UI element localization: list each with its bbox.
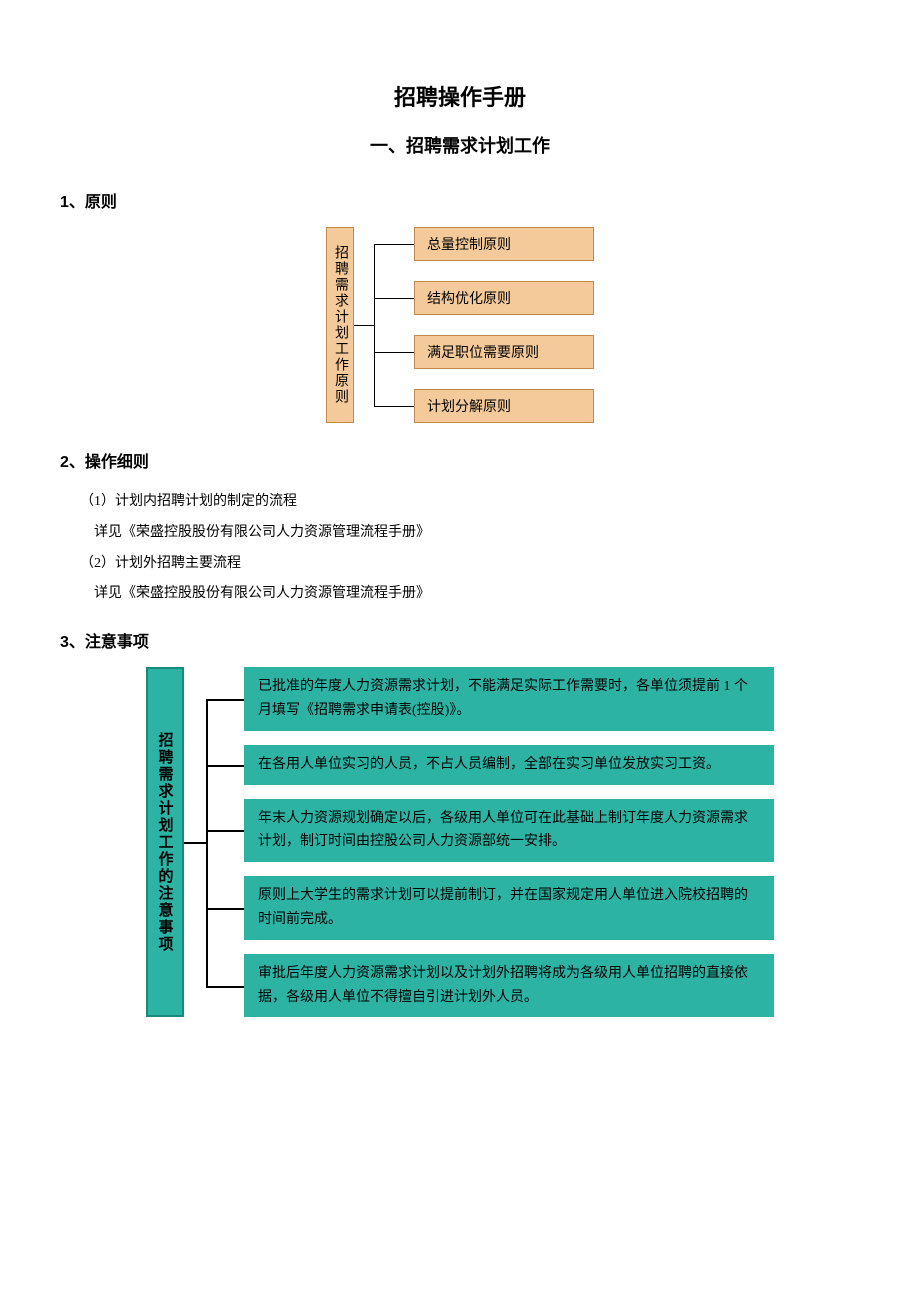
note-item-5: 审批后年度人力资源需求计划以及计划外招聘将成为各级用人单位招聘的直接依据，各级用…	[244, 954, 774, 1018]
principles-connector	[354, 227, 414, 423]
note-item-2: 在各用人单位实习的人员，不占人员编制，全部在实习单位发放实习工资。	[244, 745, 774, 785]
note-item-1: 已批准的年度人力资源需求计划，不能满足实际工作需要时，各单位须提前 1 个月填写…	[244, 667, 774, 731]
document-title: 招聘操作手册	[60, 80, 860, 112]
notes-diagram: 招聘需求计划工作的注意事项 已批准的年度人力资源需求计划，不能满足实际工作需要时…	[60, 667, 860, 1017]
heading-notes: 3、注意事项	[60, 628, 860, 652]
note-item-4: 原则上大学生的需求计划可以提前制订，并在国家规定用人单位进入院校招聘的时间前完成…	[244, 876, 774, 940]
notes-root-box: 招聘需求计划工作的注意事项	[146, 667, 184, 1017]
detail-line-4: 详见《荣盛控股股份有限公司人力资源管理流程手册》	[94, 579, 860, 610]
detail-line-1: （1）计划内招聘计划的制定的流程	[80, 487, 860, 518]
heading-details: 2、操作细则	[60, 448, 860, 472]
detail-line-2: 详见《荣盛控股股份有限公司人力资源管理流程手册》	[94, 518, 860, 549]
principles-items: 总量控制原则 结构优化原则 满足职位需要原则 计划分解原则	[414, 227, 594, 423]
principle-item-4: 计划分解原则	[414, 389, 594, 423]
principle-item-2: 结构优化原则	[414, 281, 594, 315]
heading-principles: 1、原则	[60, 188, 860, 212]
principles-root-box: 招聘需求计划工作原则	[326, 227, 354, 423]
principle-item-3: 满足职位需要原则	[414, 335, 594, 369]
principles-diagram: 招聘需求计划工作原则 总量控制原则 结构优化原则 满足职位需要原则 计划分解原则	[60, 227, 860, 423]
details-body: （1）计划内招聘计划的制定的流程 详见《荣盛控股股份有限公司人力资源管理流程手册…	[80, 487, 860, 610]
note-item-3: 年末人力资源规划确定以后，各级用人单位可在此基础上制订年度人力资源需求计划，制订…	[244, 799, 774, 863]
detail-line-3: （2）计划外招聘主要流程	[80, 549, 860, 580]
principle-item-1: 总量控制原则	[414, 227, 594, 261]
notes-items: 已批准的年度人力资源需求计划，不能满足实际工作需要时，各单位须提前 1 个月填写…	[244, 667, 774, 1017]
section-title: 一、招聘需求计划工作	[60, 132, 860, 158]
notes-connector	[184, 667, 244, 1017]
